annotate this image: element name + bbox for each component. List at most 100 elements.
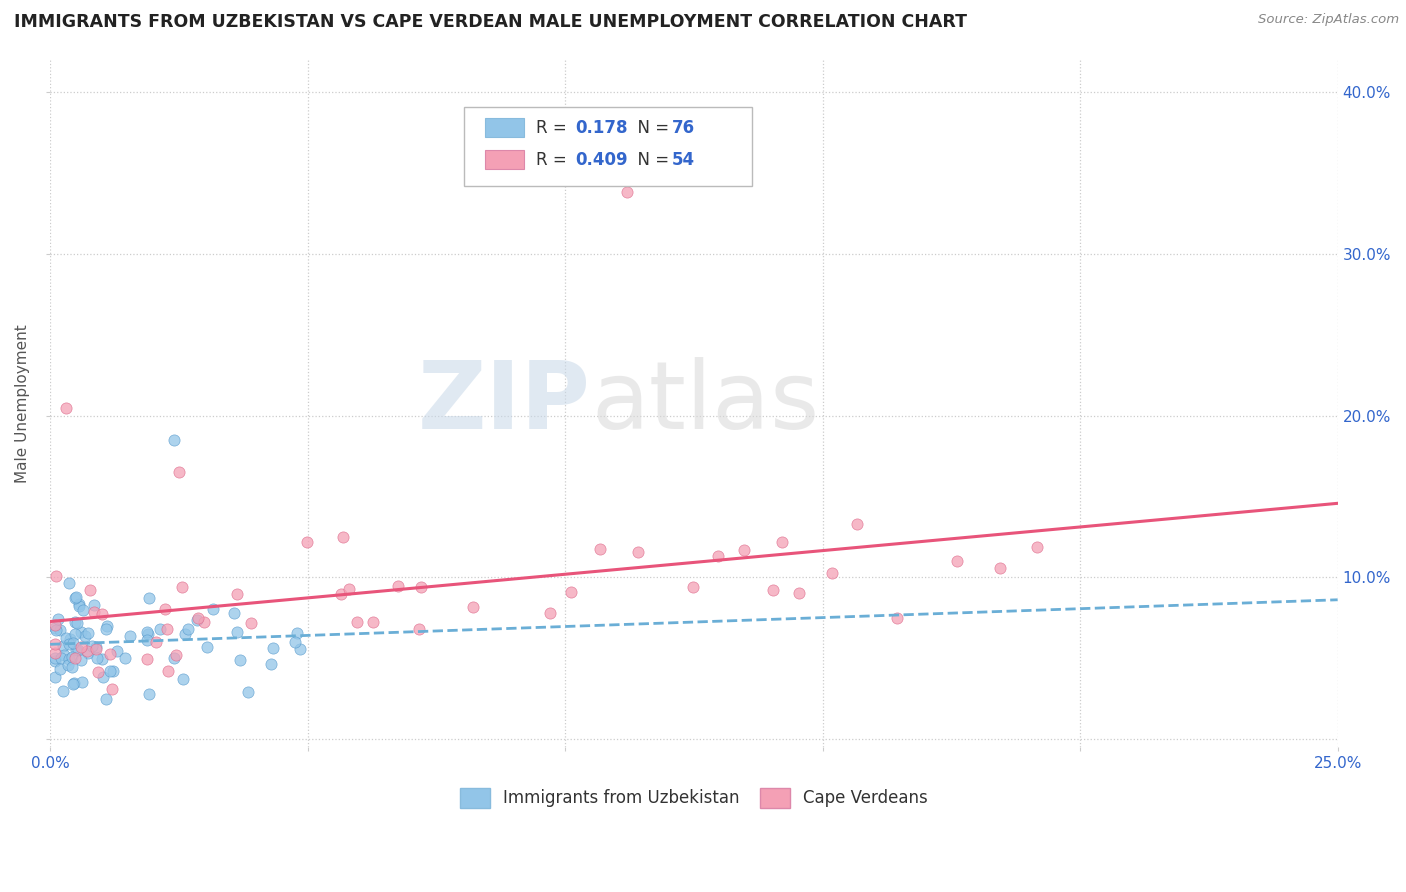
Point [65,651,87,665]
Point [589,541,612,556]
Point [67,598,90,612]
Point [52,684,75,698]
Point [202,602,225,616]
Point [408,622,430,636]
Point [83,599,105,613]
Point [65,591,87,605]
Point [55,631,77,645]
Point [63,627,86,641]
Point [163,650,186,665]
Point [762,582,785,597]
Point [1025,540,1047,554]
Point [65,591,87,606]
Point [332,530,354,544]
Point [44,618,66,632]
Point [172,672,194,686]
Point [69,640,91,654]
Point [114,651,136,665]
Point [136,625,159,640]
Point [226,624,249,639]
Y-axis label: Male Unemployment: Male Unemployment [15,324,30,483]
Point [138,591,160,605]
Point [120,629,142,643]
Point [49,651,72,665]
Point [44,654,66,668]
Point [177,622,200,636]
Point [49,624,72,638]
Point [288,641,311,656]
Point [60,660,83,674]
Point [86,651,108,665]
Text: 0.178: 0.178 [575,119,627,136]
Point [346,615,368,629]
Point [187,611,209,625]
Point [156,623,179,637]
Point [70,675,93,690]
Point [46,612,69,626]
Point [80,640,103,654]
Point [846,517,869,532]
Point [297,535,319,549]
Point [136,633,159,648]
Point [174,626,197,640]
Point [87,665,110,679]
Point [75,629,97,643]
Point [69,624,91,639]
Point [77,626,100,640]
Point [44,670,66,684]
Point [538,606,561,620]
Point [48,662,70,676]
Point [79,582,101,597]
Point [186,613,208,627]
Point [66,642,89,657]
Point [72,603,94,617]
Point [337,582,360,597]
Point [155,602,177,616]
Point [821,566,844,581]
Point [105,644,128,658]
Point [461,599,484,614]
Point [170,580,193,594]
Point [136,627,159,641]
Point [90,607,112,621]
Point [58,575,80,590]
Point [167,465,190,479]
Point [58,651,80,665]
Text: N =: N = [627,119,675,136]
Point [63,676,86,690]
Point [45,624,67,638]
Point [616,186,638,200]
Point [260,657,283,672]
Text: 76: 76 [672,119,695,136]
Point [101,682,124,697]
Point [101,665,124,679]
Point [770,535,793,549]
Point [67,599,90,613]
Point [77,646,100,660]
Text: N =: N = [627,151,675,169]
Point [83,605,105,619]
Point [56,658,79,673]
Point [733,542,755,557]
Point [195,640,218,654]
Point [44,646,66,660]
Point [193,615,215,629]
Point [229,653,252,667]
Point [262,640,284,655]
Point [94,623,117,637]
Point [560,585,582,599]
Point [96,619,118,633]
Point [98,647,121,661]
Text: 54: 54 [672,151,695,169]
Text: atlas: atlas [591,358,820,450]
Point [236,684,259,698]
Point [285,626,308,640]
Point [62,636,84,650]
Point [886,610,908,624]
Point [44,637,66,651]
Point [52,639,75,653]
Point [55,401,77,415]
Point [707,549,730,563]
Point [627,544,650,558]
Point [76,644,98,658]
